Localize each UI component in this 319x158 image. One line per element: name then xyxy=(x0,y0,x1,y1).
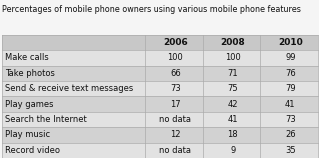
Text: 17: 17 xyxy=(170,100,181,109)
Text: Play music: Play music xyxy=(5,130,50,139)
Text: Make calls: Make calls xyxy=(5,53,49,62)
Text: Take photos: Take photos xyxy=(5,69,55,78)
Text: 41: 41 xyxy=(228,115,238,124)
Text: 2010: 2010 xyxy=(278,38,303,47)
Bar xyxy=(2,35,318,50)
Bar xyxy=(2,143,318,158)
Text: 73: 73 xyxy=(170,84,181,93)
Text: 2008: 2008 xyxy=(220,38,245,47)
Text: Record video: Record video xyxy=(5,146,60,155)
Text: no data: no data xyxy=(160,115,191,124)
Text: 9: 9 xyxy=(230,146,235,155)
Text: 73: 73 xyxy=(285,115,296,124)
Bar xyxy=(2,112,318,127)
Text: 26: 26 xyxy=(285,130,296,139)
Text: 76: 76 xyxy=(285,69,296,78)
Text: 42: 42 xyxy=(228,100,238,109)
Text: 99: 99 xyxy=(285,53,295,62)
Text: Send & receive text messages: Send & receive text messages xyxy=(5,84,134,93)
Text: 41: 41 xyxy=(285,100,295,109)
Text: 66: 66 xyxy=(170,69,181,78)
Text: no data: no data xyxy=(160,146,191,155)
Text: 18: 18 xyxy=(227,130,238,139)
Bar xyxy=(2,127,318,143)
Bar xyxy=(2,96,318,112)
Text: Percentages of mobile phone owners using various mobile phone features: Percentages of mobile phone owners using… xyxy=(2,5,300,14)
Text: 71: 71 xyxy=(227,69,238,78)
Bar xyxy=(2,50,318,66)
Bar xyxy=(2,81,318,96)
Text: 79: 79 xyxy=(285,84,296,93)
Text: 12: 12 xyxy=(170,130,181,139)
Text: Play games: Play games xyxy=(5,100,54,109)
Text: 35: 35 xyxy=(285,146,296,155)
Text: 100: 100 xyxy=(225,53,241,62)
Text: 75: 75 xyxy=(227,84,238,93)
Text: 100: 100 xyxy=(167,53,183,62)
Text: Search the Internet: Search the Internet xyxy=(5,115,87,124)
Text: 2006: 2006 xyxy=(163,38,188,47)
Bar xyxy=(2,66,318,81)
